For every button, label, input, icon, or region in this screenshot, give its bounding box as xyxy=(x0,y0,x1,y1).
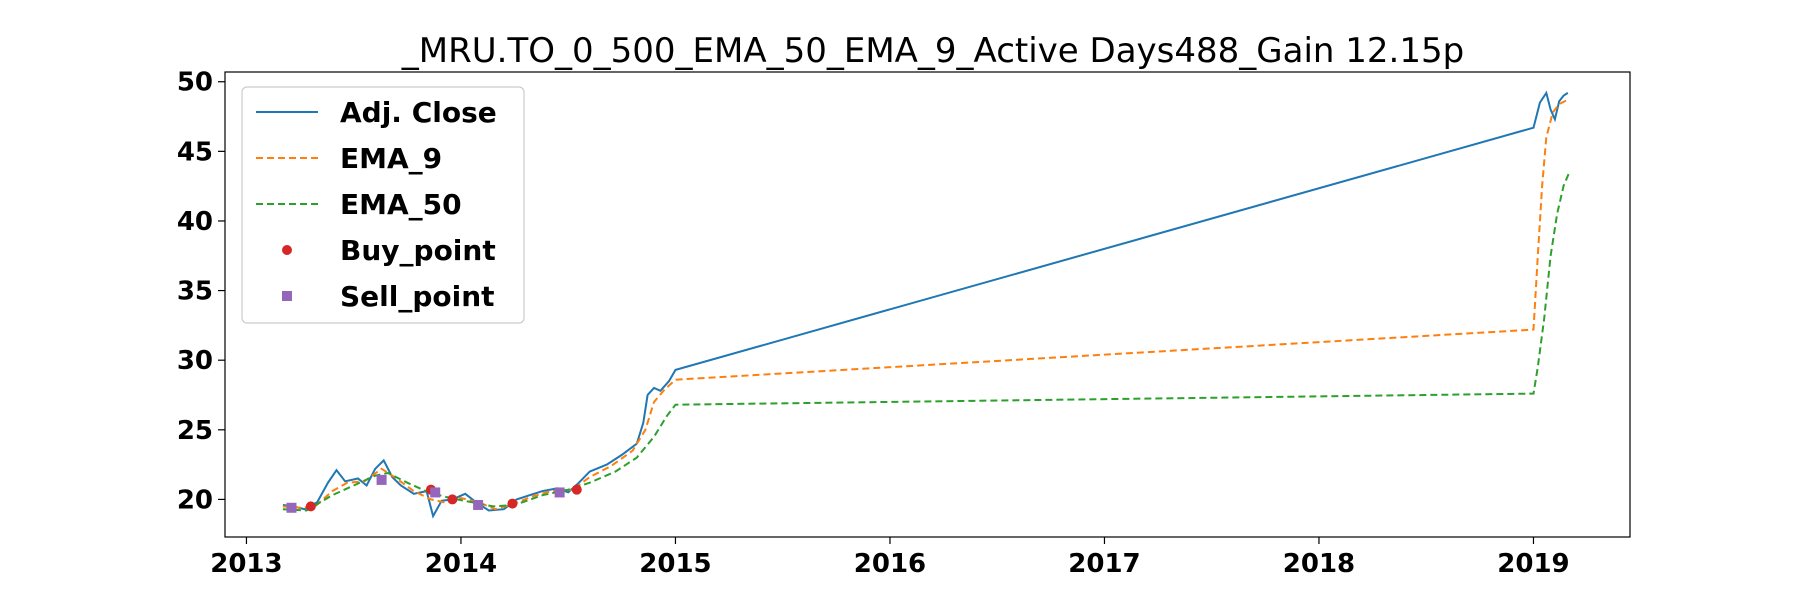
legend-label-sell-point: Sell_point xyxy=(340,280,495,313)
x-tick-label-2019: 2019 xyxy=(1497,549,1569,579)
buy-point-marker-0 xyxy=(305,501,316,512)
plot-frame xyxy=(224,71,1631,538)
x-tick-label-2017: 2017 xyxy=(1068,549,1140,579)
sell-point-marker-2 xyxy=(430,487,441,498)
x-tick-label-2018: 2018 xyxy=(1283,549,1355,579)
y-tick-label-20: 20 xyxy=(177,485,213,515)
sell-point-marker-1 xyxy=(376,474,387,485)
legend-swatch-buy-point xyxy=(282,245,292,255)
y-tick-label-40: 40 xyxy=(177,207,213,237)
sell-point-marker-3 xyxy=(473,499,484,510)
sell-point-marker-0 xyxy=(286,502,297,513)
y-tick-label-25: 25 xyxy=(177,416,213,446)
series-line-ema-50 xyxy=(282,170,1571,512)
legend-label-adj-close: Adj. Close xyxy=(340,96,497,129)
y-tick-label-45: 45 xyxy=(177,137,213,167)
marker-layer xyxy=(286,474,582,513)
series-line-adj-close xyxy=(282,90,1569,519)
legend-box xyxy=(241,86,525,324)
legend: Adj. Close EMA_9 EMA_50 Buy_point Sell_point xyxy=(241,86,525,324)
buy-point-marker-2 xyxy=(447,494,458,505)
x-tick-label-2016: 2016 xyxy=(854,549,926,579)
legend-label-ema-9: EMA_9 xyxy=(340,142,442,175)
legend-swatch-sell-point xyxy=(282,291,292,301)
x-tick-label-2014: 2014 xyxy=(425,549,497,579)
x-axis: 2013 2014 2015 2016 2017 2018 2019 xyxy=(210,537,1570,579)
legend-label-buy-point: Buy_point xyxy=(340,234,496,267)
legend-label-ema-50: EMA_50 xyxy=(340,188,462,221)
series-layer xyxy=(282,90,1571,519)
y-axis: 20 25 30 35 40 45 50 xyxy=(177,68,225,515)
x-tick-label-2015: 2015 xyxy=(639,549,711,579)
buy-point-marker-3 xyxy=(507,498,518,509)
y-tick-label-50: 50 xyxy=(177,68,213,98)
buy-point-marker-4 xyxy=(571,484,582,495)
chart-title: _MRU.TO_0_500_EMA_50_EMA_9_Active Days48… xyxy=(401,31,1464,71)
y-tick-label-30: 30 xyxy=(177,346,213,376)
x-tick-label-2013: 2013 xyxy=(210,549,282,579)
y-tick-label-35: 35 xyxy=(177,277,213,307)
sell-point-marker-4 xyxy=(554,487,565,498)
